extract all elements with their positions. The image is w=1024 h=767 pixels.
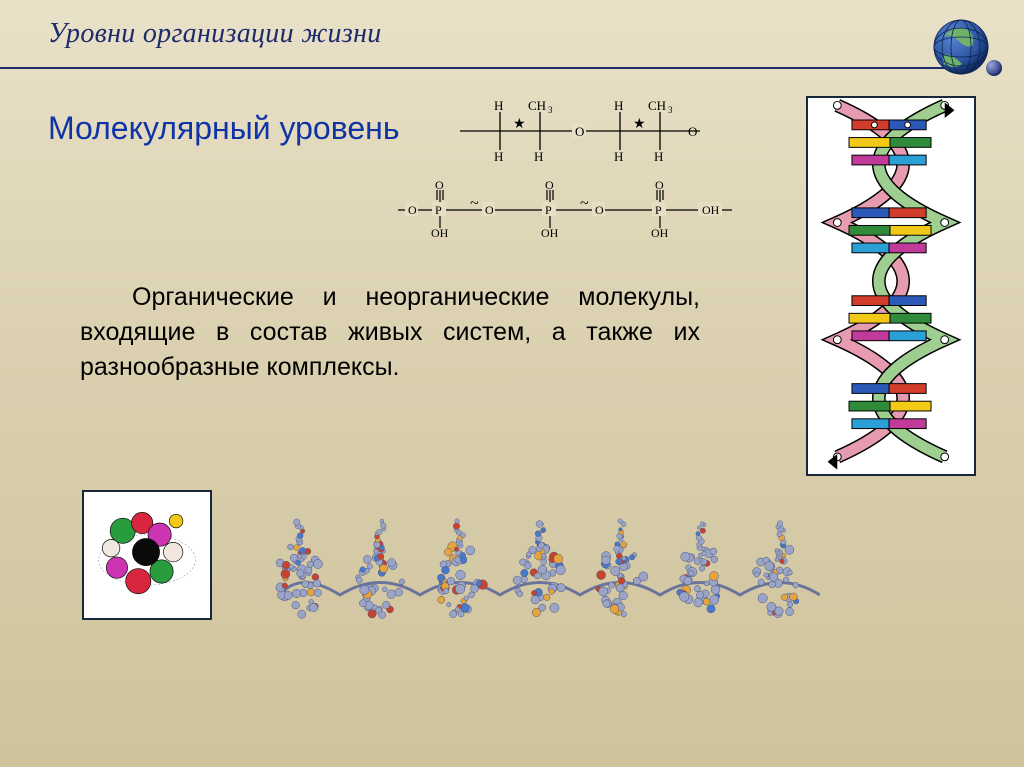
svg-text:3: 3	[668, 105, 673, 115]
svg-text:O: O	[408, 203, 417, 217]
svg-text:O: O	[435, 180, 444, 192]
body-text: Органические и неорганические молекулы, …	[80, 280, 700, 385]
page-title: Уровни организации жизни	[48, 18, 1024, 50]
svg-text:CH: CH	[528, 98, 546, 113]
svg-text:★: ★	[513, 117, 526, 132]
svg-text:3: 3	[548, 105, 553, 115]
svg-text:OH: OH	[541, 226, 559, 240]
chemical-formula-phosphate: OOO OHOHOH PPP OO OOH ~ ~ PPP OO OOH	[390, 180, 740, 240]
svg-text:O: O	[545, 180, 554, 192]
svg-text:O: O	[655, 180, 664, 192]
section-subtitle: Молекулярный уровень	[48, 110, 399, 147]
svg-text:~: ~	[580, 195, 589, 212]
svg-text:OH: OH	[651, 226, 669, 240]
svg-text:H: H	[494, 149, 503, 164]
svg-text:★: ★	[633, 117, 646, 132]
molecular-chain-diagram	[260, 500, 820, 660]
svg-text:P: P	[655, 203, 662, 217]
header-rule	[0, 60, 1024, 76]
svg-text:O: O	[485, 203, 494, 217]
svg-text:~: ~	[470, 195, 479, 212]
svg-text:P: P	[545, 203, 552, 217]
svg-text:H: H	[534, 149, 543, 164]
svg-text:OH: OH	[702, 203, 720, 217]
svg-text:CH: CH	[648, 98, 666, 113]
svg-text:H: H	[654, 149, 663, 164]
svg-text:H: H	[614, 149, 623, 164]
svg-text:O: O	[575, 124, 584, 139]
chemical-formula-top: H CH3 H CH3 H H H H ★ ★ O O O	[450, 98, 710, 164]
svg-text:P: P	[435, 203, 442, 217]
svg-text:H: H	[494, 98, 503, 113]
svg-text:O: O	[688, 124, 697, 139]
dna-helix-diagram	[806, 96, 976, 476]
svg-text:H: H	[614, 98, 623, 113]
globe-icon	[932, 18, 990, 76]
svg-text:OH: OH	[431, 226, 449, 240]
molecule-3d-diagram	[82, 490, 212, 620]
svg-text:O: O	[595, 203, 604, 217]
